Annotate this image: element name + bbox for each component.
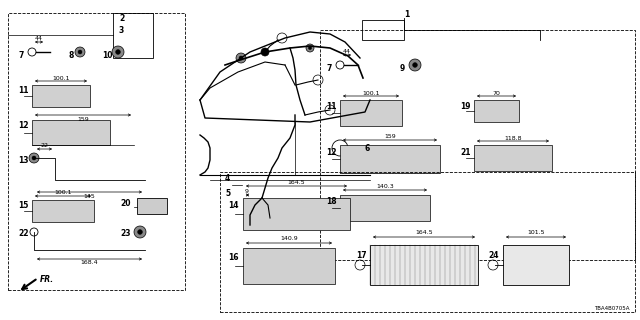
Text: 168.4: 168.4 — [80, 260, 98, 266]
Text: 15: 15 — [18, 201, 28, 210]
Text: 140.3: 140.3 — [376, 183, 394, 188]
Bar — [32, 85, 90, 107]
Text: 6: 6 — [364, 143, 369, 153]
Circle shape — [116, 50, 120, 54]
Circle shape — [78, 50, 82, 54]
Circle shape — [413, 63, 417, 68]
Bar — [243, 248, 335, 284]
Text: 16: 16 — [228, 253, 239, 262]
Text: TBA4B0705A: TBA4B0705A — [595, 306, 630, 310]
Circle shape — [261, 48, 269, 56]
Bar — [8, 13, 185, 290]
Text: 164.5: 164.5 — [415, 230, 433, 236]
Circle shape — [308, 46, 312, 50]
Text: 9: 9 — [245, 188, 249, 194]
Text: 118.8: 118.8 — [504, 135, 522, 140]
Text: 18: 18 — [326, 197, 337, 206]
Text: 100.1: 100.1 — [362, 91, 380, 95]
Circle shape — [32, 156, 36, 160]
Circle shape — [306, 44, 314, 52]
Bar — [362, 20, 404, 40]
Bar — [137, 198, 167, 214]
Text: 145: 145 — [83, 194, 95, 198]
Text: 44: 44 — [343, 49, 351, 53]
Text: 164.5: 164.5 — [287, 180, 305, 185]
Circle shape — [236, 53, 246, 63]
Text: 3: 3 — [119, 26, 124, 35]
Bar — [32, 200, 94, 222]
Text: 11: 11 — [18, 85, 29, 94]
Circle shape — [134, 226, 146, 238]
Text: 159: 159 — [384, 133, 396, 139]
Text: 5: 5 — [225, 188, 230, 197]
Text: 100.1: 100.1 — [54, 190, 72, 196]
Text: 11: 11 — [326, 101, 337, 110]
Bar — [243, 198, 350, 230]
Text: 20: 20 — [120, 198, 131, 207]
Text: 1: 1 — [404, 10, 409, 19]
Circle shape — [112, 46, 124, 58]
Text: 24: 24 — [488, 251, 499, 260]
Text: 10: 10 — [102, 51, 113, 60]
Bar — [113, 13, 153, 58]
Text: FR.: FR. — [40, 276, 54, 284]
Bar — [32, 120, 110, 145]
Text: 19: 19 — [460, 101, 470, 110]
Circle shape — [75, 47, 85, 57]
Text: 8: 8 — [68, 51, 74, 60]
Text: 7: 7 — [18, 51, 24, 60]
Circle shape — [29, 153, 39, 163]
Bar — [474, 145, 552, 171]
Text: 23: 23 — [120, 229, 131, 238]
Text: 17: 17 — [356, 251, 367, 260]
Bar — [340, 195, 430, 221]
Bar — [340, 100, 402, 126]
Text: 140.9: 140.9 — [280, 236, 298, 242]
Text: 159: 159 — [77, 116, 89, 122]
Text: 12: 12 — [18, 121, 29, 130]
Circle shape — [409, 59, 421, 71]
Bar — [370, 245, 478, 285]
Text: 7: 7 — [326, 63, 332, 73]
Text: 101.5: 101.5 — [527, 230, 545, 236]
Text: 100.1: 100.1 — [52, 76, 70, 81]
Text: 4: 4 — [225, 173, 230, 182]
Bar — [503, 245, 569, 285]
Circle shape — [138, 230, 143, 234]
Circle shape — [239, 56, 243, 60]
Bar — [340, 145, 440, 173]
Text: 2: 2 — [119, 13, 124, 22]
Text: 22: 22 — [18, 229, 29, 238]
Text: 12: 12 — [326, 148, 337, 156]
Bar — [320, 30, 635, 260]
Bar — [220, 172, 635, 312]
Text: 70: 70 — [493, 91, 500, 95]
Text: 13: 13 — [18, 156, 29, 164]
Text: 44: 44 — [35, 36, 43, 41]
Text: 22: 22 — [40, 142, 48, 148]
Text: 9: 9 — [400, 63, 405, 73]
Text: 21: 21 — [460, 148, 470, 156]
Bar — [474, 100, 519, 122]
Text: 14: 14 — [228, 202, 239, 211]
